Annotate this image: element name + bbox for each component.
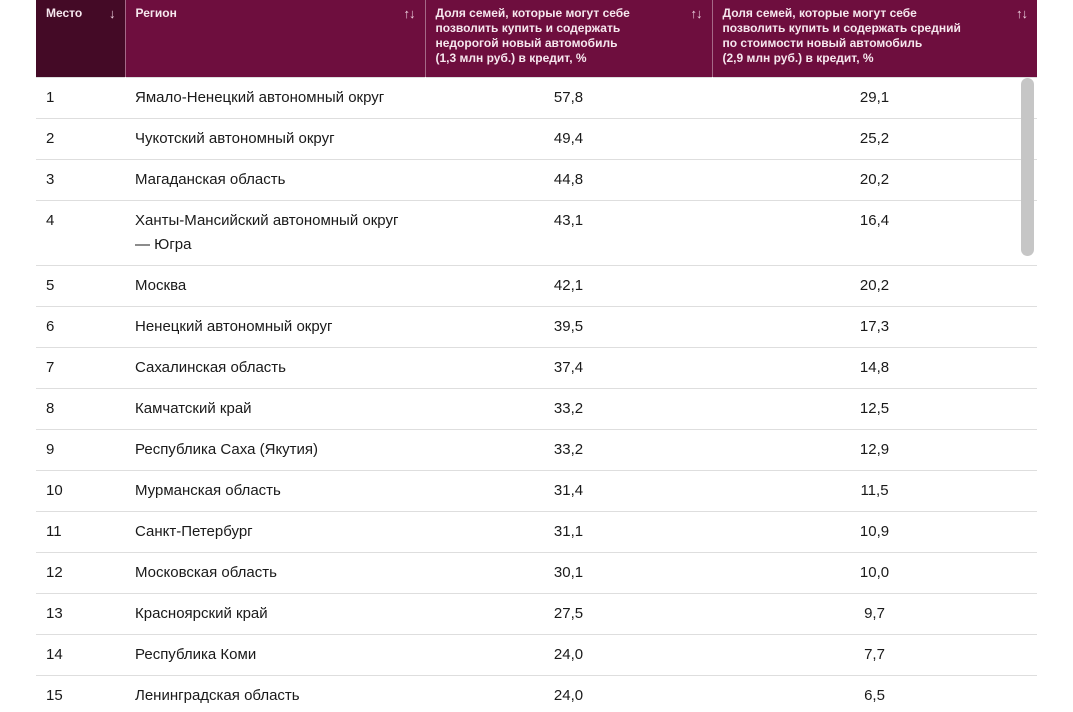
cheap-car-share-cell: 33,2 xyxy=(425,428,712,470)
table-row: 9 Республика Саха (Якутия) 33,2 12,9 xyxy=(36,428,1037,470)
place-cell: 6 xyxy=(36,305,125,347)
table-row: 4 Ханты-Мансийский автономный округ — Юг… xyxy=(36,199,1037,265)
sort-toggle-icon[interactable]: ↑↓ xyxy=(403,6,416,21)
region-cell: Сахалинская область xyxy=(125,346,425,388)
mid-car-share-cell: 14,8 xyxy=(712,346,1037,388)
cheap-car-share-cell: 27,5 xyxy=(425,592,712,634)
mid-car-share-cell: 16,4 xyxy=(712,199,1037,265)
place-cell: 2 xyxy=(36,117,125,159)
region-cell: Республика Саха (Якутия) xyxy=(125,428,425,470)
table-row: 2 Чукотский автономный округ 49,4 25,2 xyxy=(36,117,1037,159)
cheap-car-share-cell: 57,8 xyxy=(425,76,712,118)
column-label-cheap-car-share: Доля семей, которые могут себе позволить… xyxy=(435,6,630,65)
place-cell: 9 xyxy=(36,428,125,470)
cheap-car-share-cell: 24,0 xyxy=(425,674,712,712)
place-cell: 4 xyxy=(36,199,125,265)
table-row: 10 Мурманская область 31,4 11,5 xyxy=(36,469,1037,511)
region-cell: Магаданская область xyxy=(125,158,425,200)
place-cell: 13 xyxy=(36,592,125,634)
region-cell: Чукотский автономный округ xyxy=(125,117,425,159)
mid-car-share-cell: 7,7 xyxy=(712,633,1037,675)
region-cell: Ямало-Ненецкий автономный округ xyxy=(125,76,425,118)
table-row: 13 Красноярский край 27,5 9,7 xyxy=(36,592,1037,634)
mid-car-share-cell: 12,5 xyxy=(712,387,1037,429)
column-label-region: Регион xyxy=(135,6,177,20)
regions-rating-table: Место ↓ Регион ↑↓ Доля семей, которые мо… xyxy=(36,0,1037,712)
mid-car-share-cell: 10,0 xyxy=(712,551,1037,593)
sort-descending-icon[interactable]: ↓ xyxy=(109,6,115,21)
sort-toggle-icon[interactable]: ↑↓ xyxy=(1016,6,1028,21)
column-header-place[interactable]: Место ↓ xyxy=(36,0,125,77)
region-cell: Санкт-Петербург xyxy=(125,510,425,552)
region-cell: Камчатский край xyxy=(125,387,425,429)
place-cell: 3 xyxy=(36,158,125,200)
table-header: Место ↓ Регион ↑↓ Доля семей, которые мо… xyxy=(36,0,1037,77)
table-row: 1 Ямало-Ненецкий автономный округ 57,8 2… xyxy=(36,76,1037,118)
place-cell: 7 xyxy=(36,346,125,388)
region-cell: Ленинградская область xyxy=(125,674,425,712)
table-row: 11 Санкт-Петербург 31,1 10,9 xyxy=(36,510,1037,552)
place-cell: 15 xyxy=(36,674,125,712)
mid-car-share-cell: 10,9 xyxy=(712,510,1037,552)
column-header-mid-car-share[interactable]: Доля семей, которые могут себе позволить… xyxy=(711,0,1037,77)
table-row: 14 Республика Коми 24,0 7,7 xyxy=(36,633,1037,675)
mid-car-share-cell: 9,7 xyxy=(712,592,1037,634)
cheap-car-share-cell: 49,4 xyxy=(425,117,712,159)
region-cell: Ханты-Мансийский автономный округ — Югра xyxy=(125,199,425,265)
column-label-place: Место xyxy=(46,6,83,20)
cheap-car-share-cell: 42,1 xyxy=(425,264,712,306)
table-body: 1 Ямало-Ненецкий автономный округ 57,8 2… xyxy=(36,76,1037,712)
table-row: 7 Сахалинская область 37,4 14,8 xyxy=(36,346,1037,388)
vertical-scrollbar-thumb[interactable] xyxy=(1021,78,1034,256)
place-cell: 11 xyxy=(36,510,125,552)
table-row: 3 Магаданская область 44,8 20,2 xyxy=(36,158,1037,200)
column-header-region[interactable]: Регион ↑↓ xyxy=(124,0,425,77)
place-cell: 5 xyxy=(36,264,125,306)
cheap-car-share-cell: 24,0 xyxy=(425,633,712,675)
cheap-car-share-cell: 31,1 xyxy=(425,510,712,552)
place-cell: 10 xyxy=(36,469,125,511)
mid-car-share-cell: 29,1 xyxy=(712,76,1037,118)
mid-car-share-cell: 20,2 xyxy=(712,264,1037,306)
cheap-car-share-cell: 31,4 xyxy=(425,469,712,511)
table-row: 8 Камчатский край 33,2 12,5 xyxy=(36,387,1037,429)
sort-toggle-icon[interactable]: ↑↓ xyxy=(690,6,703,21)
cheap-car-share-cell: 43,1 xyxy=(425,199,712,265)
region-cell: Ненецкий автономный округ xyxy=(125,305,425,347)
mid-car-share-cell: 25,2 xyxy=(712,117,1037,159)
mid-car-share-cell: 17,3 xyxy=(712,305,1037,347)
table-row: 12 Московская область 30,1 10,0 xyxy=(36,551,1037,593)
region-cell: Москва xyxy=(125,264,425,306)
place-cell: 12 xyxy=(36,551,125,593)
table-header-row: Место ↓ Регион ↑↓ Доля семей, которые мо… xyxy=(36,0,1037,77)
table-row: 6 Ненецкий автономный округ 39,5 17,3 xyxy=(36,305,1037,347)
table-row: 5 Москва 42,1 20,2 xyxy=(36,264,1037,306)
place-cell: 14 xyxy=(36,633,125,675)
place-cell: 1 xyxy=(36,76,125,118)
region-cell: Мурманская область xyxy=(125,469,425,511)
mid-car-share-cell: 11,5 xyxy=(712,469,1037,511)
mid-car-share-cell: 12,9 xyxy=(712,428,1037,470)
mid-car-share-cell: 20,2 xyxy=(712,158,1037,200)
place-cell: 8 xyxy=(36,387,125,429)
column-label-mid-car-share: Доля семей, которые могут себе позволить… xyxy=(722,6,961,65)
table-row: 15 Ленинградская область 24,0 6,5 xyxy=(36,674,1037,712)
region-cell: Московская область xyxy=(125,551,425,593)
mid-car-share-cell: 6,5 xyxy=(712,674,1037,712)
region-cell: Республика Коми xyxy=(125,633,425,675)
cheap-car-share-cell: 37,4 xyxy=(425,346,712,388)
cheap-car-share-cell: 44,8 xyxy=(425,158,712,200)
cheap-car-share-cell: 30,1 xyxy=(425,551,712,593)
cheap-car-share-cell: 33,2 xyxy=(425,387,712,429)
cheap-car-share-cell: 39,5 xyxy=(425,305,712,347)
column-header-cheap-car-share[interactable]: Доля семей, которые могут себе позволить… xyxy=(424,0,712,77)
region-cell: Красноярский край xyxy=(125,592,425,634)
